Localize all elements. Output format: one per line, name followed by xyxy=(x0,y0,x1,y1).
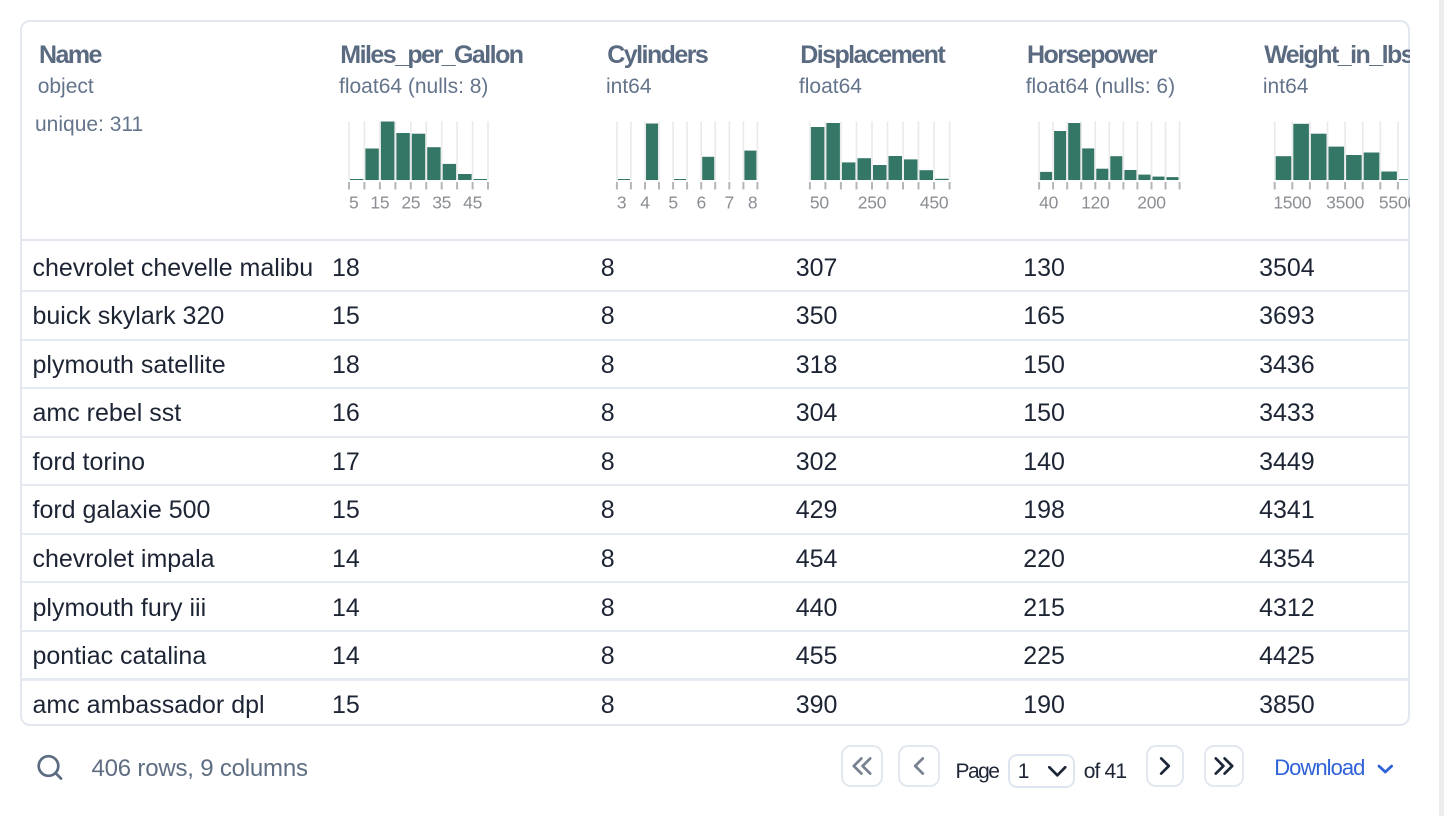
svg-text:120: 120 xyxy=(1081,193,1110,213)
svg-text:35: 35 xyxy=(432,193,451,213)
svg-text:50: 50 xyxy=(810,193,829,213)
svg-text:6: 6 xyxy=(696,193,705,213)
svg-text:5500: 5500 xyxy=(1379,193,1417,213)
svg-text:1500: 1500 xyxy=(1273,193,1311,213)
svg-text:450: 450 xyxy=(920,193,949,213)
svg-text:7: 7 xyxy=(725,193,734,213)
svg-text:3: 3 xyxy=(617,193,626,213)
svg-text:25: 25 xyxy=(401,193,420,213)
svg-text:8: 8 xyxy=(748,193,757,213)
svg-text:4: 4 xyxy=(640,193,650,213)
svg-text:45: 45 xyxy=(463,193,482,213)
svg-text:15: 15 xyxy=(370,193,389,213)
svg-text:200: 200 xyxy=(1137,193,1166,213)
svg-text:5: 5 xyxy=(668,193,677,213)
svg-text:40: 40 xyxy=(1039,193,1058,213)
svg-text:5: 5 xyxy=(349,193,358,213)
svg-text:250: 250 xyxy=(858,193,887,213)
svg-text:3500: 3500 xyxy=(1326,193,1364,213)
